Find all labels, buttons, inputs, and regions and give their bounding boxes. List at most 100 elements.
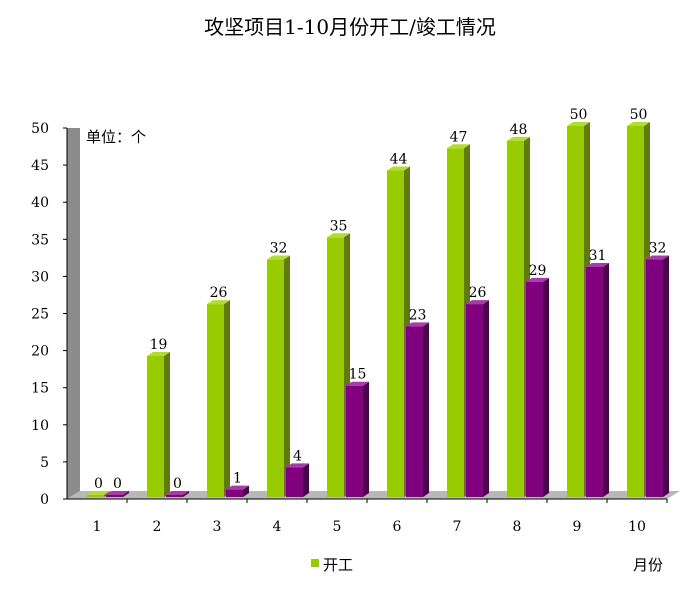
y-axis-ticks: 0 5 10 15 20 25 30 35 40 45 50 — [31, 121, 67, 508]
x-tick-label: 8 — [513, 519, 522, 535]
x-tick-label: 6 — [393, 519, 402, 535]
bar-purple: 32 — [646, 241, 669, 497]
bar-top — [507, 136, 530, 141]
bar-purple: 0 — [106, 476, 129, 497]
bar-top — [106, 491, 129, 495]
data-label: 26 — [210, 285, 228, 301]
bar-front — [346, 385, 363, 497]
bar-side — [243, 485, 249, 497]
x-tick-label: 2 — [153, 519, 162, 535]
y-tick-label: 50 — [31, 121, 49, 137]
bar-green: 19 — [147, 337, 170, 497]
data-label: 19 — [150, 337, 168, 353]
bar-front — [466, 304, 483, 497]
bar-top — [166, 491, 189, 495]
bar-green: 26 — [207, 285, 230, 497]
bar-side — [284, 255, 290, 497]
x-tick-label: 10 — [628, 519, 646, 535]
x-axis-ticks: 1 2 3 4 5 6 7 8 9 10 — [93, 499, 668, 535]
bar-top — [327, 233, 350, 238]
bar-front — [406, 326, 423, 497]
bar-top — [447, 144, 470, 149]
bar-purple: 15 — [346, 367, 369, 497]
bar-purple: 0 — [166, 476, 189, 497]
bar-purple: 29 — [526, 263, 549, 497]
bar-side — [303, 463, 309, 497]
bar-side — [483, 300, 489, 497]
bar-purple: 1 — [226, 471, 249, 497]
bar-purple: 23 — [406, 307, 429, 497]
bar-top — [567, 122, 590, 126]
bar-top — [526, 277, 549, 282]
legend-label: 开工 — [323, 556, 353, 574]
bar-front — [166, 495, 183, 497]
bar-front — [646, 259, 663, 497]
bar-front — [627, 126, 644, 497]
bar-front — [586, 266, 603, 497]
bar-top — [646, 255, 669, 260]
data-label: 32 — [270, 241, 288, 257]
data-label: 29 — [529, 263, 547, 279]
bar-top — [586, 262, 609, 267]
data-label: 35 — [330, 218, 348, 234]
bar-top — [87, 491, 110, 495]
data-label: 15 — [349, 367, 367, 383]
x-axis-title: 月份 — [633, 556, 663, 574]
bar-purple: 4 — [286, 448, 309, 497]
data-label: 48 — [510, 122, 528, 138]
data-label: 4 — [293, 448, 302, 464]
bar-front — [207, 304, 224, 497]
data-label: 26 — [469, 285, 487, 301]
bar-green: 50 — [567, 107, 590, 497]
y-tick-label: 10 — [31, 418, 49, 434]
bar-front — [226, 489, 243, 497]
chart-title: 攻坚项目1-10月份开工/竣工情况 — [204, 15, 496, 39]
bar-top — [267, 255, 290, 260]
bar-purple: 31 — [586, 248, 609, 497]
bar-front — [327, 237, 344, 498]
data-label: 44 — [390, 152, 408, 168]
bar-top — [466, 300, 489, 305]
bar-side — [423, 322, 429, 497]
x-tick-label: 1 — [93, 519, 102, 535]
y-tick-label: 30 — [31, 269, 49, 285]
unit-label: 单位：个 — [86, 128, 146, 146]
data-label: 50 — [630, 107, 648, 123]
x-tick-label: 7 — [453, 519, 462, 535]
bar-side — [123, 491, 129, 497]
bar-side — [543, 277, 549, 497]
bar-front — [106, 495, 123, 497]
bar-front — [447, 148, 464, 497]
legend: 开工 — [311, 556, 353, 574]
data-label: 50 — [570, 107, 588, 123]
x-tick-label: 9 — [573, 519, 582, 535]
bar-side — [183, 491, 189, 497]
legend-swatch — [311, 559, 319, 567]
data-label: 31 — [589, 248, 607, 264]
bar-side — [663, 255, 669, 497]
y-tick-label: 20 — [31, 344, 49, 360]
bar-top — [207, 300, 230, 305]
bar-side — [363, 381, 369, 497]
bar-top — [286, 463, 309, 468]
bar-green: 35 — [327, 218, 350, 498]
bar-front — [267, 259, 284, 497]
y-tick-label: 15 — [31, 381, 49, 397]
x-tick-label: 4 — [273, 519, 282, 535]
bar-green: 32 — [267, 241, 290, 497]
data-label: 0 — [173, 476, 182, 492]
bar-front — [286, 467, 303, 497]
bar-top — [387, 166, 410, 171]
data-label: 32 — [649, 241, 667, 257]
bar-front — [87, 495, 104, 497]
y-tick-label: 35 — [31, 232, 49, 248]
bar-front — [507, 140, 524, 497]
bar-front — [526, 281, 543, 497]
chart-back-wall — [67, 128, 80, 499]
bar-side — [104, 491, 110, 497]
bar-green: 0 — [87, 476, 110, 497]
y-tick-label: 0 — [40, 492, 49, 508]
bar-green: 50 — [627, 107, 650, 497]
